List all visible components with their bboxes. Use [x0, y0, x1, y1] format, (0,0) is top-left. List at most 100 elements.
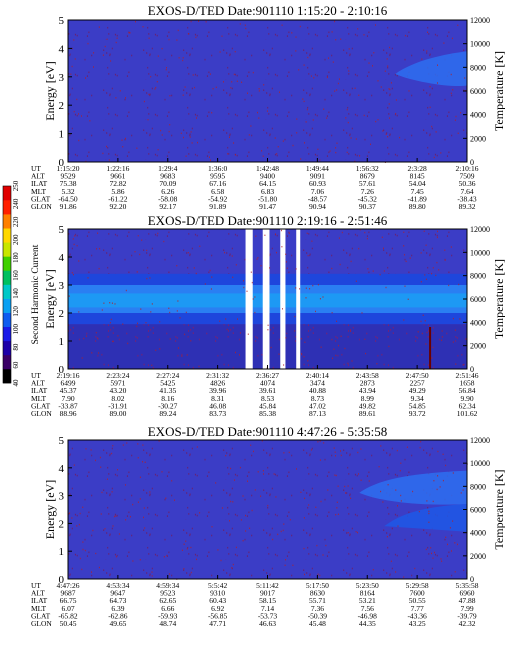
temperature-point [267, 329, 269, 331]
colorbar-segment [3, 242, 11, 257]
ephemeris-cell: 1:49:44 [306, 164, 329, 173]
colorbar-segment [3, 256, 11, 271]
colorbar-tick-label: 80 [12, 343, 20, 351]
ephemeris-cell: 101.62 [457, 409, 478, 418]
temperature-point [230, 500, 232, 503]
temperature-point [163, 556, 165, 558]
temperature-point [163, 240, 165, 243]
temperature-point [74, 58, 76, 60]
temperature-point [190, 20, 192, 23]
temperature-point [283, 364, 285, 366]
temperature-point [306, 108, 308, 111]
ephemeris-cell: 9683 [160, 172, 175, 181]
temperature-point [97, 338, 99, 340]
temperature-point [312, 119, 314, 121]
temperature-point [196, 446, 198, 448]
temperature-point [116, 37, 118, 39]
temperature-point [454, 542, 456, 544]
ephemeris-cell: 4074 [260, 379, 275, 388]
temperature-point [224, 251, 225, 254]
temperature-point [322, 296, 324, 298]
temperature-point [244, 24, 246, 26]
colorbar-segment [3, 270, 11, 285]
temperature-point [387, 65, 389, 67]
temperature-point [82, 541, 84, 543]
temperature-point [110, 60, 112, 62]
ephemeris-row-label: MLT [31, 187, 47, 196]
temperature-point [111, 491, 113, 493]
temperature-point [85, 77, 86, 79]
temperature-point [370, 143, 371, 145]
temperature-point [241, 81, 243, 83]
temperature-point [114, 303, 116, 305]
ephemeris-cell: 1:29:4 [158, 164, 177, 173]
ephemeris-cell: 93.72 [409, 409, 426, 418]
chart-panel-1: EXOS-D/TED Date:901110 1:15:20 - 2:10:16… [31, 3, 505, 211]
temperature-point [340, 450, 341, 452]
temperature-point [209, 73, 211, 75]
temperature-point [403, 319, 405, 321]
ephemeris-cell: 2:3:28 [408, 164, 427, 173]
temperature-point [417, 331, 419, 333]
ephemeris-cell: 7600 [410, 589, 425, 598]
temperature-point [98, 566, 100, 569]
temperature-point [432, 267, 434, 269]
y2-tick-label: 8000 [470, 63, 486, 72]
y2-tick-label: 8000 [470, 272, 486, 281]
colorbar-tick-label: 200 [12, 234, 20, 245]
ephemeris-cell: -43.36 [407, 611, 427, 620]
temperature-point [141, 239, 143, 241]
temperature-point [146, 277, 148, 280]
temperature-point [319, 574, 321, 577]
ephemeris-cell: 90.94 [309, 202, 326, 211]
temperature-point [299, 288, 301, 290]
temperature-point [235, 351, 236, 354]
ephemeris-cell: 50.45 [60, 619, 77, 628]
temperature-point [408, 90, 410, 92]
temperature-point [260, 265, 262, 267]
y2-tick-label: 4000 [470, 529, 486, 538]
temperature-point [215, 482, 217, 484]
temperature-point [283, 523, 285, 525]
temperature-point [380, 445, 382, 447]
temperature-point [320, 500, 322, 503]
temperature-point [421, 58, 423, 60]
temperature-point [458, 283, 460, 286]
temperature-point [165, 69, 167, 71]
temperature-point [373, 52, 375, 54]
temperature-point [252, 298, 254, 300]
temperature-point [384, 70, 386, 72]
temperature-point [189, 136, 191, 138]
y2-axis-label: Temperature [K] [492, 469, 505, 549]
temperature-point [361, 312, 363, 314]
temperature-point [212, 88, 214, 90]
temperature-point [341, 231, 343, 234]
temperature-point [156, 81, 158, 83]
temperature-point [334, 90, 336, 92]
colorbar-frame [2, 185, 12, 384]
temperature-point [437, 230, 438, 233]
temperature-point [85, 448, 87, 450]
temperature-point [395, 571, 397, 573]
temperature-point [169, 124, 171, 126]
heatmap-region [384, 503, 467, 532]
temperature-point [186, 354, 188, 356]
ephemeris-cell: -51.80 [258, 194, 278, 203]
chart-panel-2: EXOS-D/TED Date:901110 2:19:16 - 2:51:46… [31, 213, 505, 418]
temperature-point [295, 50, 297, 52]
temperature-point [229, 136, 230, 138]
ephemeris-cell: 45.84 [259, 401, 276, 410]
ephemeris-cell: 7.90 [61, 394, 74, 403]
temperature-point [363, 34, 365, 36]
temperature-point [303, 64, 305, 66]
temperature-point [73, 464, 75, 466]
temperature-point [264, 234, 266, 236]
temperature-point [331, 338, 333, 341]
temperature-point [333, 348, 335, 350]
ephemeris-cell: 1:15:20 [57, 164, 80, 173]
temperature-point [87, 277, 89, 279]
temperature-point [307, 360, 309, 362]
y2-tick-label: 6000 [470, 87, 486, 96]
temperature-point [445, 464, 447, 467]
temperature-point [275, 233, 276, 235]
